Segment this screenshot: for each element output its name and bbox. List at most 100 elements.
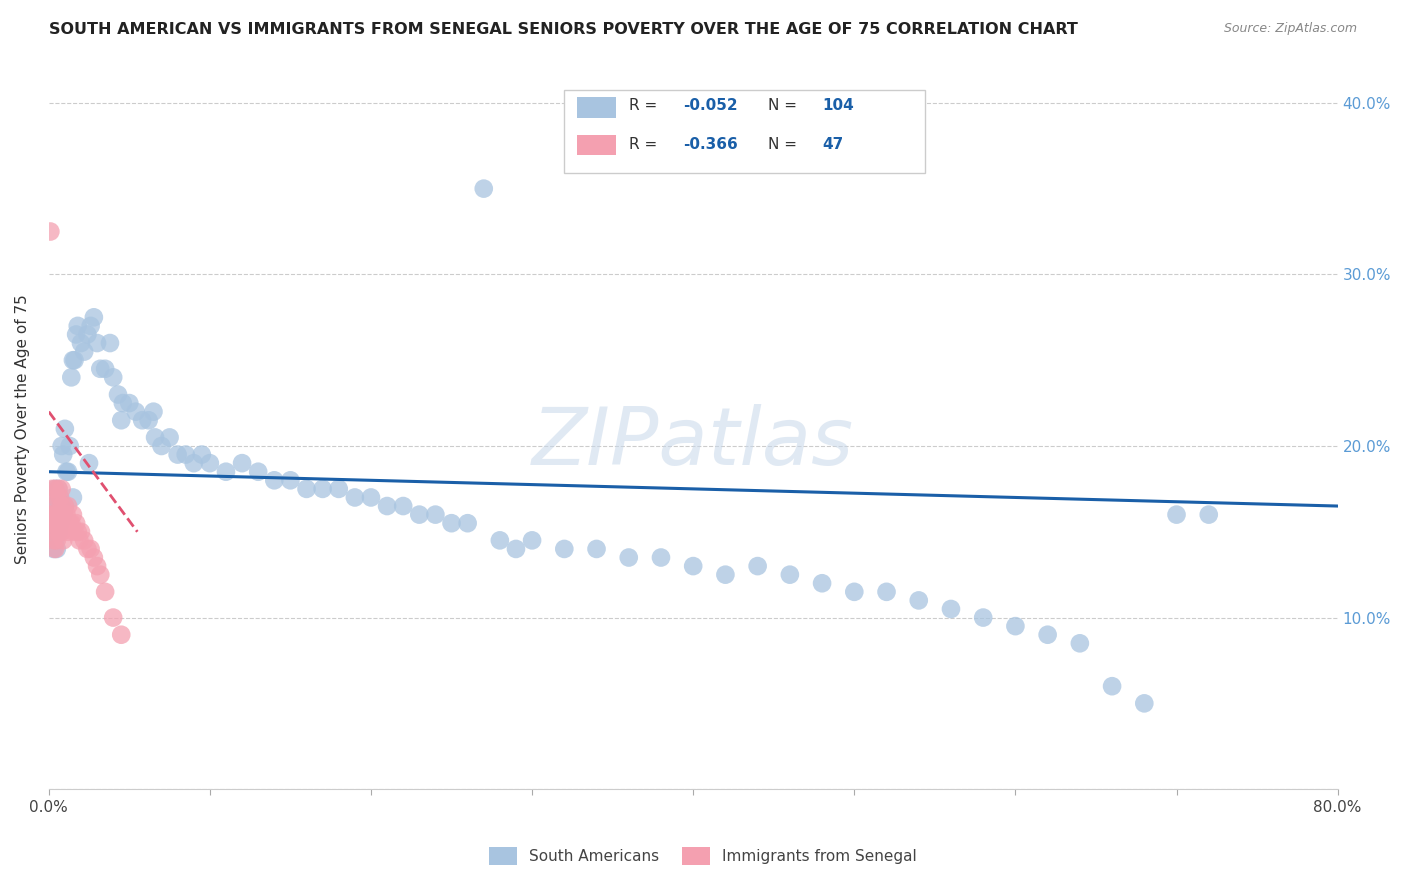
Point [45,541,67,556]
Point [79,318,101,333]
Point [89,567,111,582]
Legend: South Americans, Immigrants from Senegal: South Americans, Immigrants from Senegal [484,841,922,871]
Point [198,456,221,470]
Point [42,524,65,539]
Point [972,610,994,624]
Point [103,610,125,624]
Point [52,508,75,522]
Point [44,508,66,522]
Point [343,491,366,505]
Point [42,541,65,556]
Point [811,576,834,591]
Point [49,524,72,539]
Point [66,524,89,539]
Point [89,361,111,376]
Point [48,524,70,539]
Point [86,559,108,574]
Point [714,567,737,582]
Point [94,361,117,376]
Point [59,516,82,531]
Point [1069,636,1091,650]
Point [73,344,96,359]
Point [472,181,495,195]
Point [1198,508,1220,522]
Point [63,353,86,368]
Point [66,318,89,333]
Point [55,508,77,522]
Point [41,516,63,531]
Point [39,508,62,522]
Point [39,508,62,522]
Point [585,541,607,556]
Point [65,327,87,342]
Point [94,584,117,599]
Text: N =: N = [768,136,801,152]
Point [779,567,801,582]
FancyBboxPatch shape [578,135,616,155]
Point [59,439,82,453]
Point [103,370,125,384]
Text: -0.366: -0.366 [683,136,738,152]
Point [79,541,101,556]
Point [505,541,527,556]
Point [392,499,415,513]
Point [1036,628,1059,642]
Point [49,516,72,531]
Point [63,524,86,539]
Point [49,516,72,531]
Point [45,491,67,505]
Point [39,516,62,531]
Point [111,396,134,410]
Point [42,499,65,513]
Text: SOUTH AMERICAN VS IMMIGRANTS FROM SENEGAL SENIORS POVERTY OVER THE AGE OF 75 COR: SOUTH AMERICAN VS IMMIGRANTS FROM SENEGA… [49,22,1078,37]
Point [76,541,98,556]
Point [51,482,73,496]
Point [56,499,79,513]
Point [62,508,84,522]
Point [42,516,65,531]
Point [360,491,382,505]
Text: N =: N = [768,98,801,113]
Point [53,516,76,531]
Point [295,482,318,496]
Point [48,482,70,496]
Point [62,491,84,505]
Point [617,550,640,565]
Point [747,559,769,574]
Point [143,430,166,444]
Point [44,541,66,556]
Point [183,456,205,470]
Point [44,516,66,531]
Point [191,448,214,462]
Point [110,413,132,427]
Point [52,533,75,548]
Point [56,465,79,479]
Point [166,448,188,462]
Point [67,533,90,548]
Point [55,465,77,479]
Point [65,516,87,531]
FancyBboxPatch shape [564,90,925,173]
Point [45,533,67,548]
Point [56,524,79,539]
Point [86,336,108,351]
Point [907,593,929,607]
Point [41,524,63,539]
Point [131,413,153,427]
Point [44,533,66,548]
Point [53,499,76,513]
FancyBboxPatch shape [578,97,616,118]
Text: R =: R = [628,136,662,152]
Point [375,499,398,513]
Point [41,482,63,496]
Point [49,491,72,505]
Point [51,499,73,513]
Point [73,533,96,548]
Point [328,482,350,496]
Point [42,516,65,531]
Point [77,456,100,470]
Point [45,499,67,513]
Point [215,465,238,479]
Point [520,533,543,548]
Point [48,516,70,531]
